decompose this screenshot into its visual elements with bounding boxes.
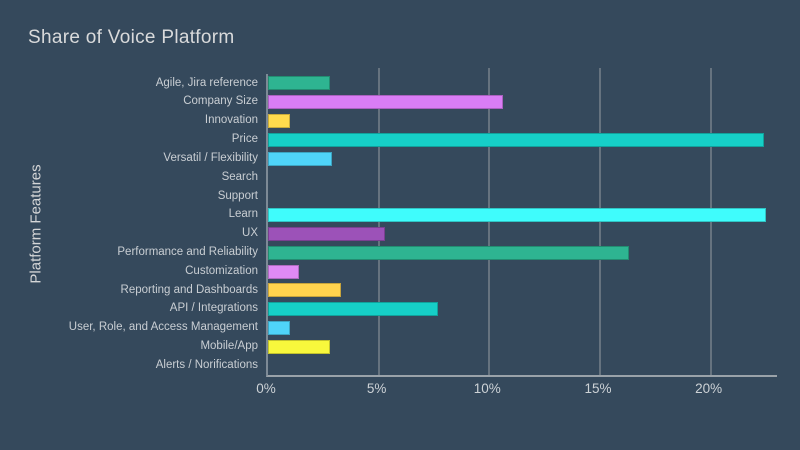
x-tick-label: 10% [473,381,501,396]
category-row: Customization [0,262,777,281]
x-tick-label: 20% [695,381,723,396]
bar-track [268,319,777,338]
category-label: Customization [185,264,258,277]
bar [268,95,503,110]
category-label: Versatil / Flexibility [163,151,258,164]
bar-track [268,206,777,225]
category-label: Search [221,170,258,183]
bar [268,151,333,166]
x-tick-label: 5% [366,381,387,396]
category-row: Mobile/App [0,337,777,356]
bar-track [268,225,777,244]
category-label: Learn [228,208,258,221]
chart-title: Share of Voice Platform [28,27,235,48]
bar-track [268,243,777,262]
category-label: Support [217,189,258,202]
bar-track [268,112,777,131]
bar [268,76,330,91]
category-label: Innovation [204,114,258,127]
bar [268,132,764,147]
bar [268,283,342,298]
x-tick-label: 0% [256,381,276,396]
bar [268,302,439,317]
bar [268,264,299,279]
bar [268,208,766,223]
x-tick-label: 15% [584,381,612,396]
category-row: Alerts / Norifications [0,356,777,375]
category-row: Performance and Reliability [0,243,777,262]
category-row: Agile, Jira reference [0,74,777,93]
bar-track [268,168,777,187]
bar-track [268,337,777,356]
category-label: API / Integrations [169,302,258,315]
category-label: Performance and Reliability [117,245,258,258]
category-row: Reporting and Dashboards [0,281,777,300]
bar [268,226,386,241]
bar-track [268,356,777,375]
category-row: Support [0,187,777,206]
bar [268,114,291,129]
category-label: Company Size [183,95,258,108]
category-label: Alerts / Norifications [155,358,258,371]
category-label: Price [231,133,258,146]
category-row: Versatil / Flexibility [0,149,777,168]
category-label: Agile, Jira reference [155,76,258,89]
category-row: User, Role, and Access Management [0,319,777,338]
bar-track [268,187,777,206]
category-label: UX [242,227,258,240]
bar [268,320,291,335]
category-label: Mobile/App [200,340,258,353]
bar-track [268,93,777,112]
bar-rows: Agile, Jira reference Company Size Innovat… [0,74,777,375]
bar-track [268,262,777,281]
bar [268,339,330,354]
category-row: Search [0,168,777,187]
category-row: API / Integrations [0,300,777,319]
bar-track [268,74,777,93]
bar-track [268,149,777,168]
category-label: User, Role, and Access Management [68,321,258,334]
category-row: Learn [0,206,777,225]
category-label: Reporting and Dashboards [120,283,258,296]
bar-track [268,300,777,319]
x-axis: 0% 5% 10% 15% 20% [256,381,775,401]
bar [268,245,629,260]
category-row: Innovation [0,112,777,131]
bar-track [268,281,777,300]
category-row: Company Size [0,93,777,112]
category-row: Price [0,130,777,149]
bar-track [268,130,777,149]
category-row: UX [0,225,777,244]
